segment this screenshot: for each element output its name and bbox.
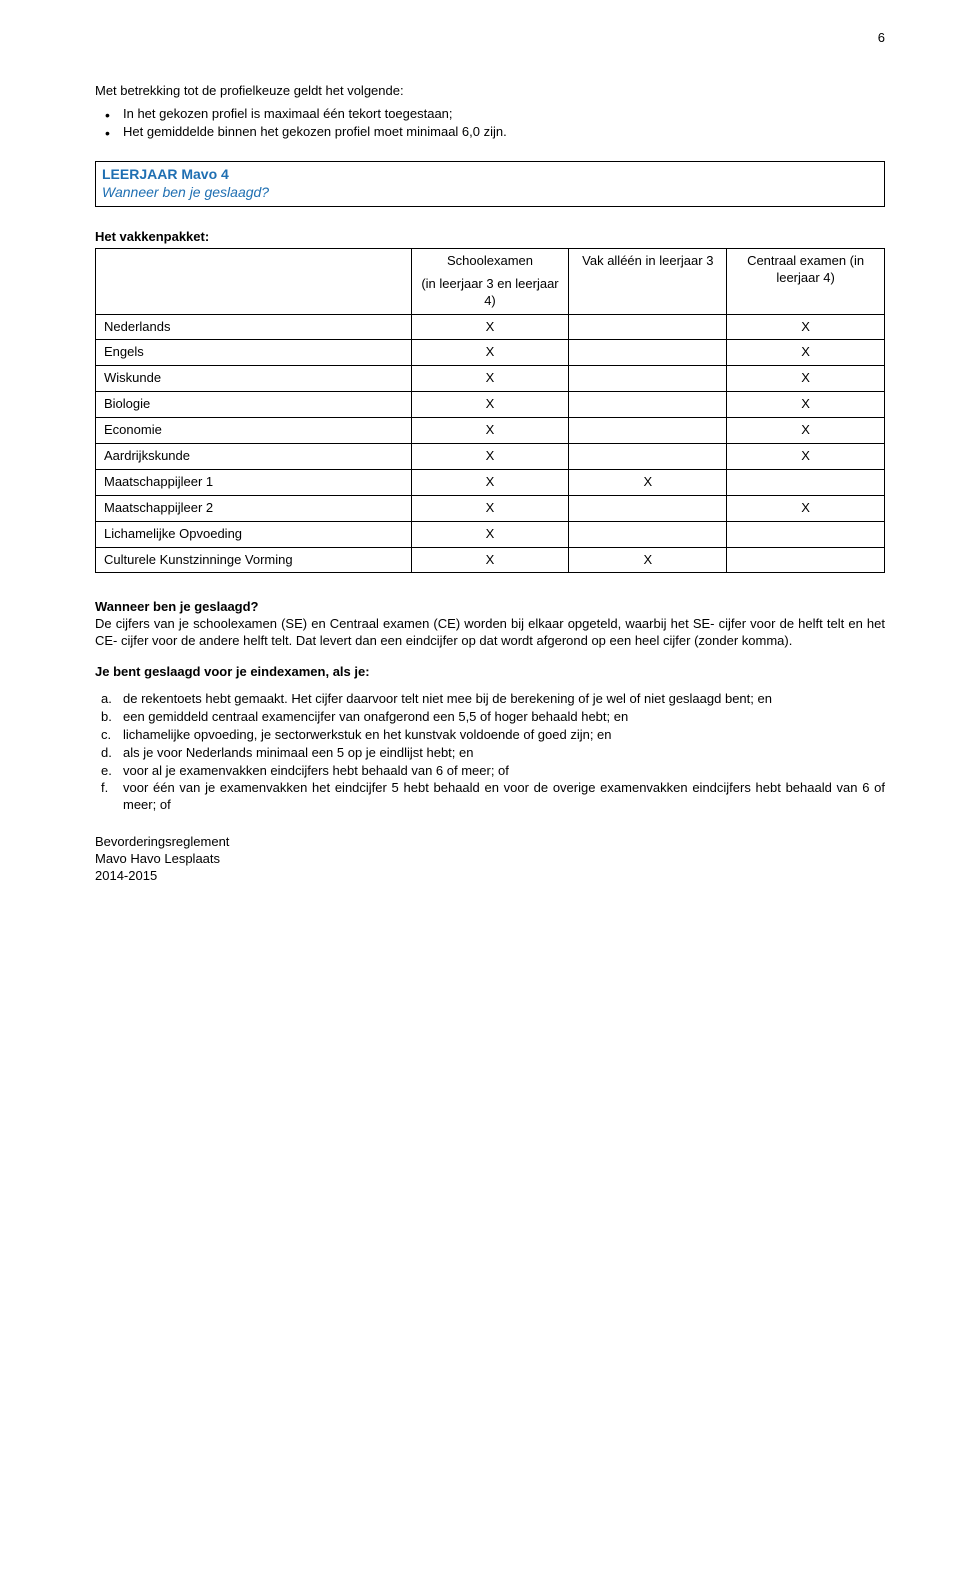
vakkenpakket-heading: Het vakkenpakket: (95, 229, 885, 246)
vakken-table: Schoolexamen (in leerjaar 3 en leerjaar … (95, 248, 885, 574)
list-item: a.de rekentoets hebt gemaakt. Het cijfer… (123, 691, 885, 708)
subject-cell: Engels (96, 340, 412, 366)
se-cell: X (411, 340, 569, 366)
list-item: d.als je voor Nederlands minimaal een 5 … (123, 745, 885, 762)
list-item: f.voor één van je examenvakken het eindc… (123, 780, 885, 814)
table-header-ce: Centraal examen (in leerjaar 4) (727, 248, 885, 314)
list-text: voor één van je examenvakken het eindcij… (123, 780, 885, 812)
subject-cell: Economie (96, 418, 412, 444)
subject-cell: Lichamelijke Opvoeding (96, 521, 412, 547)
ce-cell (727, 469, 885, 495)
table-row: EngelsXX (96, 340, 885, 366)
subject-cell: Nederlands (96, 314, 412, 340)
only3-cell: X (569, 547, 727, 573)
only3-cell (569, 366, 727, 392)
only3-cell (569, 521, 727, 547)
leerjaar-subtitle: Wanneer ben je geslaagd? (102, 183, 878, 201)
ce-cell (727, 547, 885, 573)
table-row: Maatschappijleer 1XX (96, 469, 885, 495)
table-row: NederlandsXX (96, 314, 885, 340)
se-cell: X (411, 314, 569, 340)
se-cell: X (411, 547, 569, 573)
ce-cell: X (727, 495, 885, 521)
list-marker: d. (101, 745, 112, 762)
only3-cell (569, 314, 727, 340)
list-item: b.een gemiddeld centraal examencijfer va… (123, 709, 885, 726)
list-text: de rekentoets hebt gemaakt. Het cijfer d… (123, 691, 772, 706)
ce-cell (727, 521, 885, 547)
list-marker: b. (101, 709, 112, 726)
table-header-empty (96, 248, 412, 314)
ce-cell: X (727, 443, 885, 469)
table-row: AardrijkskundeXX (96, 443, 885, 469)
list-marker: e. (101, 763, 112, 780)
leerjaar-title: LEERJAAR Mavo 4 (102, 165, 878, 183)
table-header-se: Schoolexamen (in leerjaar 3 en leerjaar … (411, 248, 569, 314)
list-item: e.voor al je examenvakken eindcijfers he… (123, 763, 885, 780)
se-cell: X (411, 495, 569, 521)
list-marker: a. (101, 691, 112, 708)
se-cell: X (411, 521, 569, 547)
subject-cell: Maatschappijleer 1 (96, 469, 412, 495)
eindexamen-list: a. de rekentoets hebt gemaakt. Het cijfer… (95, 691, 885, 814)
subject-cell: Wiskunde (96, 366, 412, 392)
ce-cell: X (727, 314, 885, 340)
geslaagd-heading: Wanneer ben je geslaagd? (95, 599, 885, 616)
table-header-se-line1: Schoolexamen (420, 253, 561, 270)
ce-cell: X (727, 418, 885, 444)
list-text: voor al je examenvakken eindcijfers hebt… (123, 763, 509, 778)
only3-cell (569, 495, 727, 521)
se-cell: X (411, 469, 569, 495)
subject-cell: Culturele Kunstzinninge Vorming (96, 547, 412, 573)
table-header-se-line2: (in leerjaar 3 en leerjaar 4) (420, 276, 561, 310)
eindexamen-heading: Je bent geslaagd voor je eindexamen, als… (95, 664, 885, 681)
footer-line-2: Mavo Havo Lesplaats (95, 851, 885, 868)
subject-cell: Biologie (96, 392, 412, 418)
list-text: als je voor Nederlands minimaal een 5 op… (123, 745, 473, 760)
ce-cell: X (727, 392, 885, 418)
footer-line-3: 2014-2015 (95, 868, 885, 885)
list-text: een gemiddeld centraal examencijfer van … (123, 709, 628, 724)
list-marker: f. (101, 780, 108, 797)
se-cell: X (411, 443, 569, 469)
footer-line-1: Bevorderingsreglement (95, 834, 885, 851)
only3-cell (569, 340, 727, 366)
table-row: Culturele Kunstzinninge VormingXX (96, 547, 885, 573)
ce-cell: X (727, 340, 885, 366)
intro-bullet-1: In het gekozen profiel is maximaal één t… (123, 106, 885, 123)
only3-cell: X (569, 469, 727, 495)
table-row: BiologieXX (96, 392, 885, 418)
ce-cell: X (727, 366, 885, 392)
table-header-only3: Vak alléén in leerjaar 3 (569, 248, 727, 314)
se-cell: X (411, 418, 569, 444)
list-item: c.lichamelijke opvoeding, je sectorwerks… (123, 727, 885, 744)
page-number: 6 (95, 30, 885, 47)
table-row: EconomieXX (96, 418, 885, 444)
intro-bullet-2: Het gemiddelde binnen het gekozen profie… (123, 124, 885, 141)
subject-cell: Maatschappijleer 2 (96, 495, 412, 521)
geslaagd-body: De cijfers van je schoolexamen (SE) en C… (95, 616, 885, 650)
intro-lead: Met betrekking tot de profielkeuze geldt… (95, 83, 885, 100)
list-text: lichamelijke opvoeding, je sectorwerkstu… (123, 727, 612, 742)
se-cell: X (411, 392, 569, 418)
table-header-row: Schoolexamen (in leerjaar 3 en leerjaar … (96, 248, 885, 314)
subject-cell: Aardrijkskunde (96, 443, 412, 469)
list-marker: c. (101, 727, 111, 744)
table-row: Maatschappijleer 2XX (96, 495, 885, 521)
table-row: WiskundeXX (96, 366, 885, 392)
only3-cell (569, 392, 727, 418)
footer: Bevorderingsreglement Mavo Havo Lesplaat… (95, 834, 885, 885)
only3-cell (569, 443, 727, 469)
table-row: Lichamelijke OpvoedingX (96, 521, 885, 547)
leerjaar-box: LEERJAAR Mavo 4 Wanneer ben je geslaagd? (95, 161, 885, 207)
only3-cell (569, 418, 727, 444)
intro-bullets: In het gekozen profiel is maximaal één t… (95, 106, 885, 141)
se-cell: X (411, 366, 569, 392)
